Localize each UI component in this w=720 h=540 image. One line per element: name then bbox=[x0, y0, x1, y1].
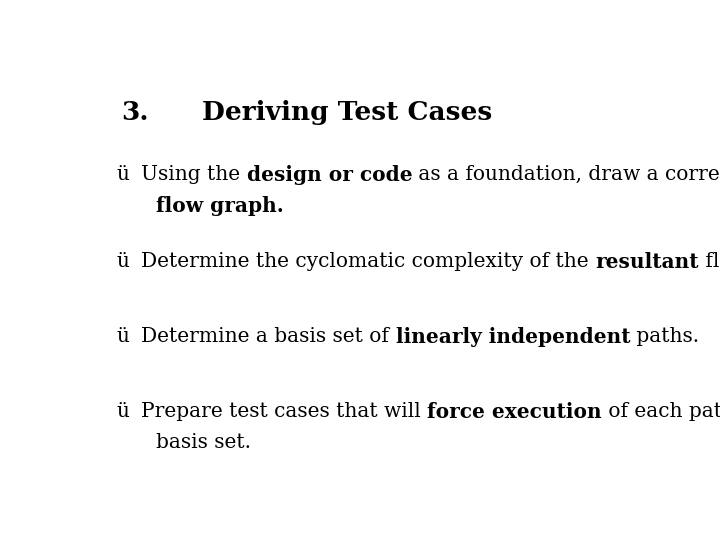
Text: Using the: Using the bbox=[141, 165, 247, 184]
Text: flow graph.: flow graph. bbox=[156, 196, 284, 216]
Text: resultant: resultant bbox=[595, 252, 699, 272]
Text: paths.: paths. bbox=[630, 327, 699, 346]
Text: ü: ü bbox=[117, 402, 130, 421]
Text: linearly independent: linearly independent bbox=[395, 327, 630, 347]
Text: basis set.: basis set. bbox=[156, 433, 251, 452]
Text: ü: ü bbox=[117, 252, 130, 271]
Text: flow graph.: flow graph. bbox=[699, 252, 720, 271]
Text: Determine the cyclomatic complexity of the: Determine the cyclomatic complexity of t… bbox=[141, 252, 595, 271]
Text: design or code: design or code bbox=[247, 165, 413, 185]
Text: Prepare test cases that will: Prepare test cases that will bbox=[141, 402, 428, 421]
Text: Deriving Test Cases: Deriving Test Cases bbox=[202, 100, 492, 125]
Text: 3.: 3. bbox=[121, 100, 148, 125]
Text: force execution: force execution bbox=[428, 402, 602, 422]
Text: Determine a basis set of: Determine a basis set of bbox=[141, 327, 395, 346]
Text: ü: ü bbox=[117, 327, 130, 346]
Text: as a foundation, draw a corresponding: as a foundation, draw a corresponding bbox=[413, 165, 720, 184]
Text: of each path in the: of each path in the bbox=[602, 402, 720, 421]
Text: ü: ü bbox=[117, 165, 130, 184]
